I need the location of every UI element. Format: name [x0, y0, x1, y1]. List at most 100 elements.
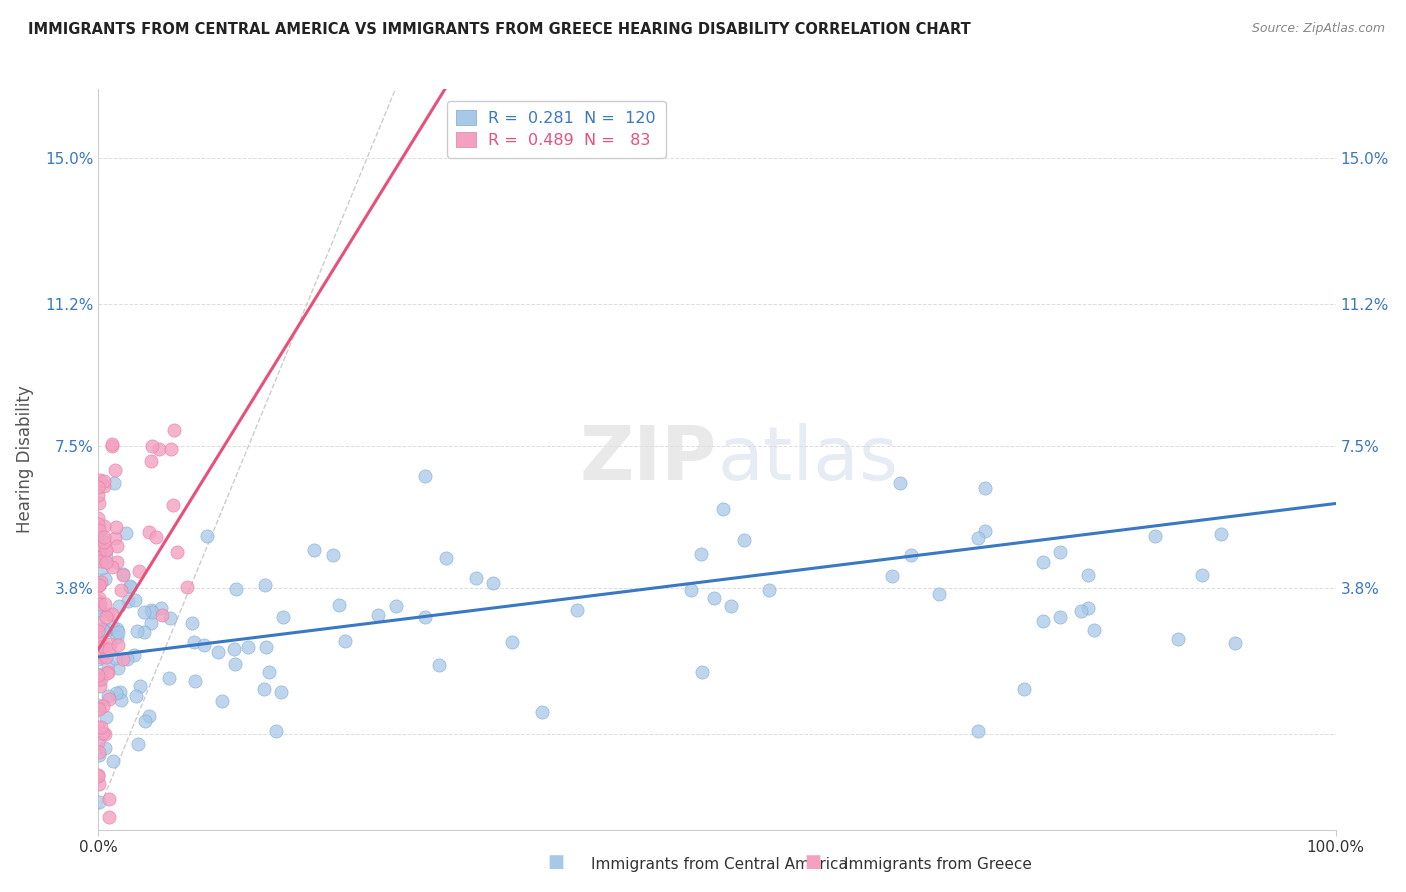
- Point: [465, 571, 488, 585]
- Point: [115, 652, 138, 666]
- Point: [104, 463, 127, 477]
- Point: [481, 576, 503, 591]
- Point: [974, 524, 997, 538]
- Point: [225, 582, 247, 596]
- Point: [162, 498, 184, 512]
- Point: [107, 638, 129, 652]
- Point: [1012, 681, 1035, 696]
- Point: [333, 633, 356, 648]
- Point: [89, 720, 111, 734]
- Point: [138, 709, 160, 723]
- Point: [94, 542, 117, 557]
- Point: [974, 481, 997, 495]
- Point: [107, 661, 129, 675]
- Point: [150, 600, 173, 615]
- Point: [1143, 529, 1166, 543]
- Point: [882, 569, 904, 583]
- Y-axis label: Hearing Disability: Hearing Disability: [15, 385, 34, 533]
- Point: [565, 603, 588, 617]
- Point: [87, 510, 110, 524]
- Point: [128, 564, 150, 578]
- Point: [89, 795, 111, 809]
- Point: [87, 634, 110, 648]
- Point: [93, 474, 115, 488]
- Point: [101, 620, 124, 634]
- Point: [87, 604, 110, 618]
- Point: [413, 609, 436, 624]
- Point: [134, 625, 156, 640]
- Text: ZIP: ZIP: [579, 423, 717, 496]
- Point: [141, 615, 163, 630]
- Point: [89, 473, 111, 487]
- Point: [94, 542, 117, 557]
- Point: [193, 638, 215, 652]
- Point: [1083, 623, 1105, 637]
- Point: [87, 523, 110, 537]
- Point: [87, 735, 110, 749]
- Point: [105, 555, 128, 569]
- Point: [253, 578, 276, 592]
- Point: [89, 603, 111, 617]
- Point: [87, 578, 110, 592]
- Point: [105, 630, 128, 644]
- Point: [87, 537, 110, 551]
- Point: [112, 566, 135, 581]
- Point: [758, 582, 780, 597]
- Point: [302, 543, 325, 558]
- Point: [87, 516, 110, 531]
- Point: [87, 552, 110, 566]
- Point: [90, 622, 112, 636]
- Point: [87, 646, 110, 660]
- Point: [87, 480, 110, 494]
- Point: [134, 605, 156, 619]
- Point: [157, 671, 180, 685]
- Point: [183, 635, 205, 649]
- Point: [91, 639, 114, 653]
- Point: [733, 533, 755, 547]
- Point: [145, 530, 167, 544]
- Point: [1167, 632, 1189, 646]
- Point: [118, 579, 141, 593]
- Point: [87, 578, 110, 592]
- Point: [97, 810, 120, 824]
- Point: [101, 607, 124, 621]
- Point: [115, 526, 138, 541]
- Point: [105, 520, 128, 534]
- Point: [690, 547, 713, 561]
- Point: [91, 699, 114, 714]
- Point: [87, 496, 110, 510]
- Point: [97, 607, 120, 621]
- Point: [271, 609, 294, 624]
- Point: [101, 755, 124, 769]
- Point: [1070, 604, 1092, 618]
- Point: [124, 592, 146, 607]
- Point: [87, 624, 110, 638]
- Text: Immigrants from Central America: Immigrants from Central America: [591, 857, 848, 872]
- Point: [367, 607, 389, 622]
- Point: [94, 597, 117, 611]
- Point: [110, 692, 132, 706]
- Point: [97, 657, 120, 671]
- Text: ■: ■: [804, 853, 821, 871]
- Point: [112, 568, 135, 582]
- Point: [89, 745, 111, 759]
- Point: [94, 555, 117, 569]
- Point: [96, 710, 118, 724]
- Point: [150, 608, 173, 623]
- Point: [87, 487, 110, 501]
- Point: [159, 442, 181, 457]
- Point: [90, 530, 112, 544]
- Point: [195, 529, 218, 543]
- Point: [101, 560, 124, 574]
- Point: [966, 531, 988, 545]
- Point: [322, 548, 344, 562]
- Point: [100, 436, 122, 450]
- Point: [703, 591, 725, 606]
- Point: [1223, 636, 1246, 650]
- Point: [129, 679, 152, 693]
- Point: [224, 657, 246, 671]
- Point: [89, 673, 111, 687]
- Point: [127, 737, 149, 751]
- Point: [122, 648, 145, 662]
- Point: [89, 702, 111, 716]
